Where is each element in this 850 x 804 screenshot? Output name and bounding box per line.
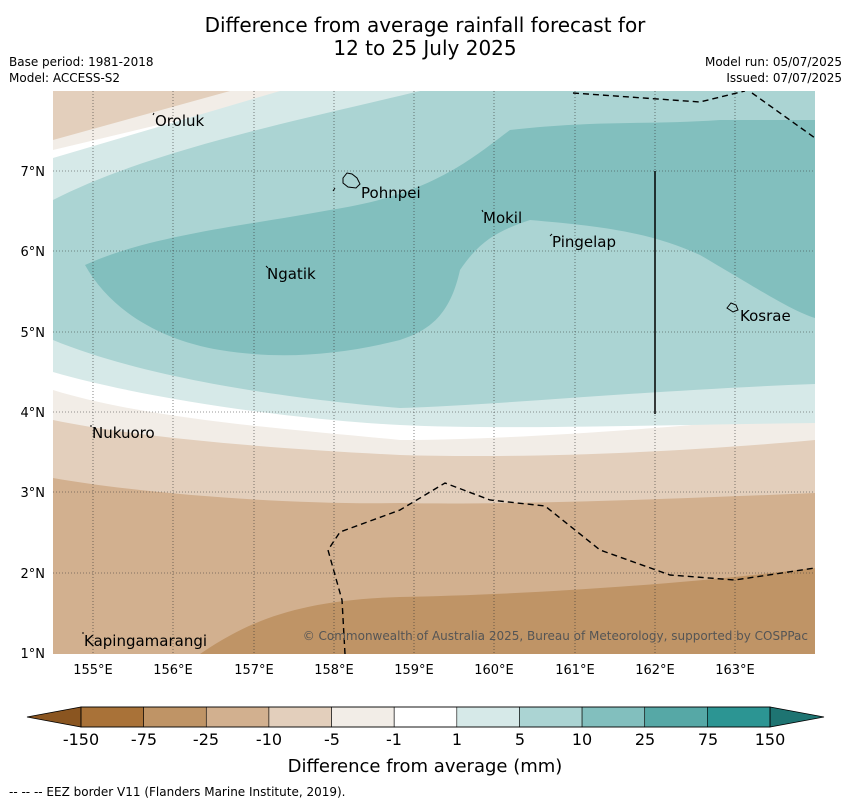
place-labels: Oroluk Pohnpei Mokil Pingelap Ngatik Kos… [84, 112, 791, 650]
colorbar-frame [80, 706, 771, 728]
colorbar-tick: -1 [386, 730, 402, 749]
lat-tick-label: 6°N [21, 245, 46, 260]
colorbar-tick: -75 [131, 730, 157, 749]
place-label: Pohnpei [361, 184, 421, 202]
map-title: Difference from average rainfall forecas… [0, 14, 850, 60]
lat-tick-label: 3°N [21, 486, 46, 501]
colorbar-tick: 1 [452, 730, 462, 749]
lon-tick-label: 157°E [234, 663, 274, 678]
model-run: Model run: 05/07/2025 [704, 55, 842, 69]
contour-layer [53, 91, 815, 654]
lon-tick-label: 162°E [635, 663, 675, 678]
lon-tick-label: 163°E [715, 663, 755, 678]
colorbar-segment [519, 706, 583, 728]
colorbar-title: Difference from average (mm) [288, 756, 563, 777]
place-label: Mokil [483, 209, 522, 227]
colorbar-segment [456, 706, 520, 728]
longitude-labels: 155°E 156°E 157°E 158°E 159°E 160°E 161°… [73, 663, 755, 678]
colorbar-segment [268, 706, 332, 728]
colorbar-tick: 150 [755, 730, 786, 749]
colorbar-end-low [26, 706, 82, 728]
lon-tick-label: 160°E [474, 663, 514, 678]
place-label: Pingelap [552, 233, 616, 251]
kosrae-island [726, 302, 739, 313]
place-label: Kapingamarangi [84, 632, 207, 650]
place-label: Ngatik [267, 265, 316, 283]
colorbar-segment [331, 706, 395, 728]
lon-tick-label: 161°E [555, 663, 595, 678]
colorbar-end-high [769, 706, 825, 728]
lat-tick-label: 1°N [21, 647, 46, 662]
lon-tick-label: 156°E [153, 663, 193, 678]
colorbar-tick: 5 [515, 730, 525, 749]
copyright-notice: © Commonwealth of Australia 2025, Bureau… [303, 629, 808, 643]
place-label: Oroluk [155, 112, 204, 130]
latitude-labels: 7°N 6°N 5°N 4°N 3°N 2°N 1°N [21, 165, 46, 662]
colorbar-tick: 10 [572, 730, 592, 749]
lat-tick-label: 7°N [21, 165, 46, 180]
contour-minus150 [200, 568, 815, 654]
colorbar-segment [393, 706, 458, 728]
title-line-1: Difference from average rainfall forecas… [204, 13, 646, 37]
meta-left: Base period: 1981-2018 Model: ACCESS-S2 [9, 54, 154, 86]
lat-tick-label: 4°N [21, 406, 46, 421]
model-name: Model: ACCESS-S2 [9, 71, 121, 85]
place-label: Nukuoro [92, 424, 155, 442]
contour-plus10 [85, 120, 815, 356]
colorbar-tick: -5 [324, 730, 340, 749]
colorbar-tick: 25 [635, 730, 655, 749]
lon-tick-label: 155°E [73, 663, 113, 678]
meta-right: Model run: 05/07/2025 Issued: 07/07/2025 [705, 54, 842, 86]
lon-tick-label: 159°E [394, 663, 434, 678]
colorbar-segment [143, 706, 207, 728]
islands [82, 112, 739, 634]
lat-tick-label: 2°N [21, 567, 46, 582]
issued-date: Issued: 07/07/2025 [726, 71, 842, 85]
pohnpei-island [342, 172, 361, 189]
colorbar-tick: 75 [698, 730, 718, 749]
colorbar-segment [80, 706, 144, 728]
lat-tick-label: 5°N [21, 326, 46, 341]
colorbar-segment [707, 706, 771, 728]
base-period: Base period: 1981-2018 [9, 55, 154, 69]
colorbar-tick: -150 [63, 730, 99, 749]
colorbar-segment [644, 706, 708, 728]
place-label: Kosrae [740, 307, 791, 325]
colorbar: -150 -75 -25 -10 -5 -1 1 5 10 25 75 150 … [26, 706, 825, 777]
eez-border [327, 91, 815, 654]
colorbar-tick: -25 [193, 730, 219, 749]
lon-tick-label: 158°E [314, 663, 354, 678]
colorbar-segment [205, 706, 270, 728]
title-line-2: 12 to 25 July 2025 [333, 36, 517, 60]
footer-note: -- -- -- EEZ border V11 (Flanders Marine… [9, 785, 346, 799]
colorbar-tick: -10 [256, 730, 282, 749]
colorbar-segment [581, 706, 646, 728]
